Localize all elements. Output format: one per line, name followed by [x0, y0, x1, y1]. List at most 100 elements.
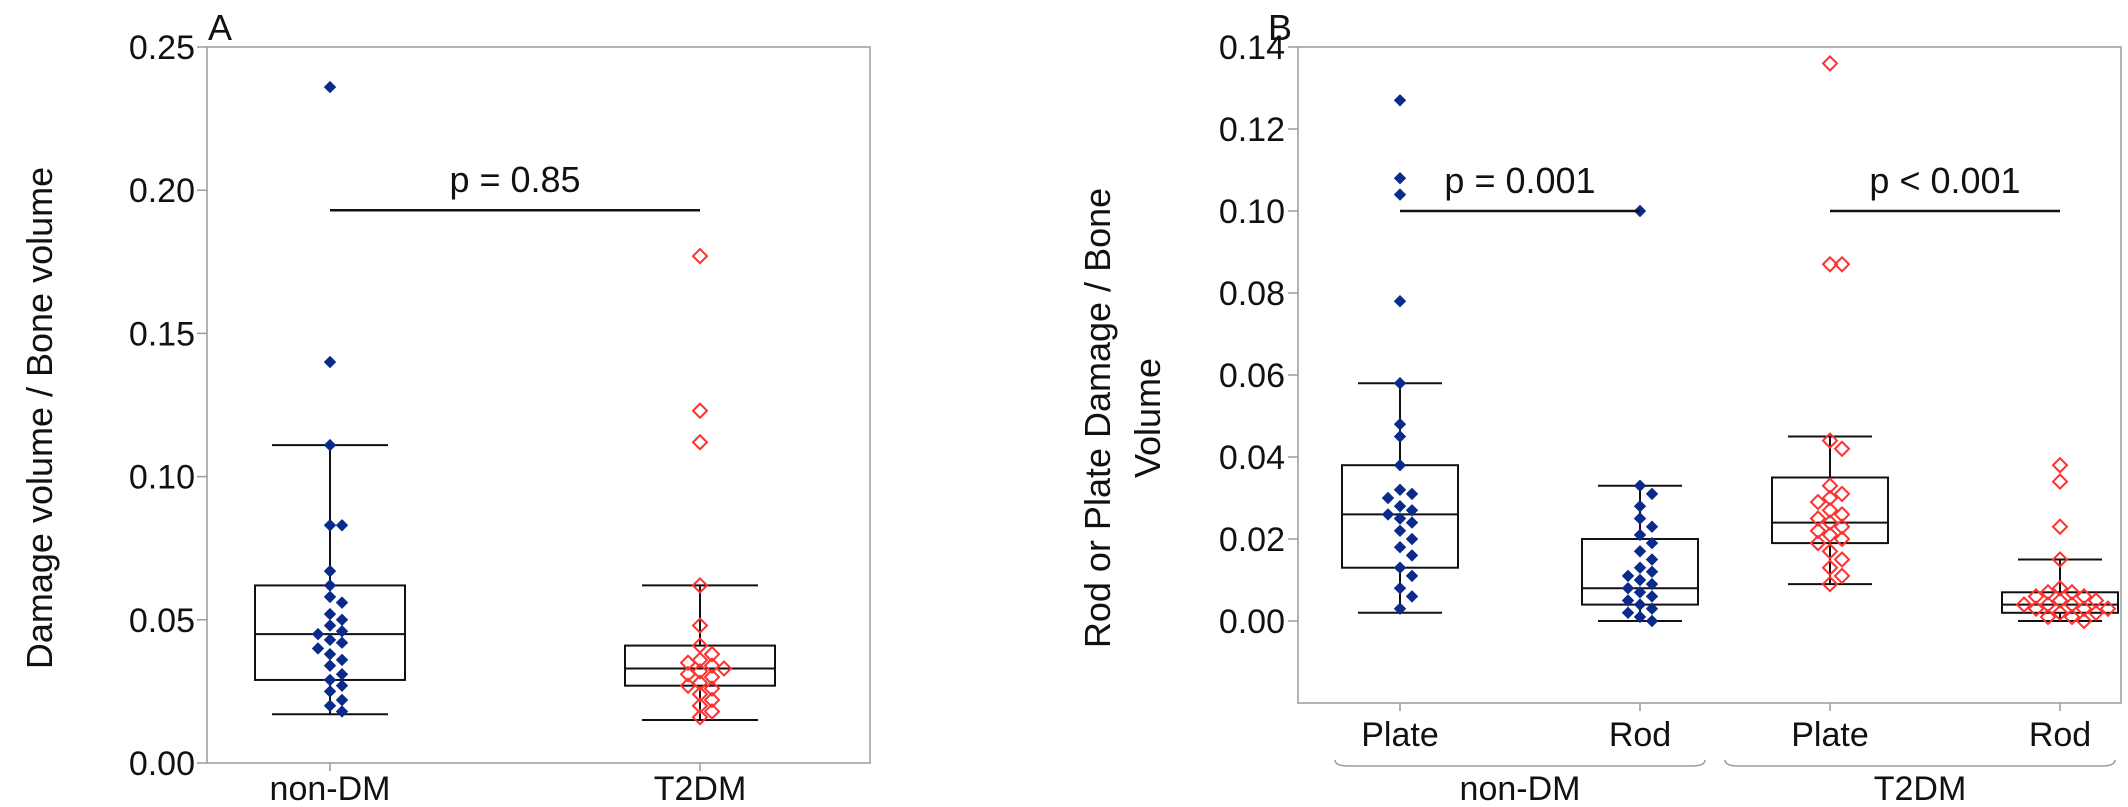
panel-b-category-label: Plate: [1791, 716, 1869, 754]
panel-b-point-t2dm: [1809, 534, 1827, 552]
panel-a-points-non-dm-non-dm: [311, 80, 349, 718]
panel-b-point-non-dm: [1645, 614, 1659, 628]
panel-a-point-t2dm: [691, 617, 709, 634]
panel-b-y-tick-label: 0.10: [1219, 193, 1285, 231]
panel-b-points-non-dm-plate: [1381, 94, 1419, 615]
panel-b-category-label: Rod: [2029, 716, 2091, 754]
panel-a-label: A: [208, 7, 232, 48]
panel-b-point-t2dm: [1821, 255, 1839, 273]
panel-b-point-t2dm: [2051, 592, 2069, 609]
panel-b-point-t2dm: [1833, 505, 1851, 523]
panel-b-box-iqr: [1771, 476, 1889, 545]
panel-a-point-t2dm: [679, 677, 697, 695]
panel-a-point-t2dm: [691, 433, 709, 451]
panel-b-point-t2dm: [1833, 518, 1851, 536]
panel-b-points-t2dm-rod: [2015, 456, 2117, 630]
panel-a-point-t2dm: [691, 697, 709, 715]
panel-a-point-non-dm: [335, 679, 349, 692]
panel-b-point-t2dm: [2051, 518, 2069, 536]
panel-b-y-tick-label: 0.02: [1219, 521, 1285, 559]
panel-b-point-t2dm: [2051, 456, 2069, 474]
panel-a-box-t2dm-t2dm: [624, 584, 776, 722]
panel-b-point-t2dm: [2063, 596, 2081, 614]
panel-b-point-t2dm: [1821, 559, 1839, 577]
panel-b-point-t2dm: [1821, 432, 1839, 450]
panel-b-point-non-dm: [1405, 590, 1419, 603]
panel-a-point-t2dm: [703, 691, 721, 709]
panel-a-y-tick-label: 0.25: [129, 29, 195, 67]
panel-b-point-non-dm: [1405, 549, 1419, 562]
panel-b-y-axis-title-line-1: Rod or Plate Damage / Bone: [1077, 188, 1118, 648]
panel-b-y-tick-label: 0.12: [1219, 111, 1285, 149]
panel-b-point-t2dm: [2039, 596, 2057, 614]
panel-a-point-t2dm: [691, 662, 709, 680]
panel-b-point-non-dm: [1405, 516, 1419, 529]
panel-a-point-t2dm: [679, 654, 697, 672]
panel-b-group-bracket: [1334, 759, 1706, 767]
panel-a-y-tick-label: 0.15: [129, 315, 195, 353]
panel-b-point-non-dm: [1393, 294, 1407, 308]
panel-b-y-tick-label: 0.04: [1219, 439, 1285, 477]
panel-b-point-non-dm: [1405, 569, 1419, 583]
panel-b-point-t2dm: [2051, 604, 2069, 622]
panel-a-point-t2dm: [691, 577, 709, 594]
panel-a-point-t2dm: [703, 657, 721, 675]
panel-a-point-non-dm: [323, 673, 337, 687]
panel-a-point-t2dm: [691, 708, 709, 726]
panel-b-point-non-dm: [1645, 487, 1659, 501]
panel-b-p-value: p < 0.001: [1869, 160, 2020, 201]
panel-b-point-t2dm: [2051, 473, 2069, 491]
panel-a-point-t2dm: [691, 402, 709, 420]
panel-b-point-t2dm: [1821, 542, 1839, 560]
panel-a-point-non-dm: [323, 579, 337, 592]
panel-b-point-non-dm: [1633, 598, 1647, 611]
panel-b-point-non-dm: [1621, 569, 1635, 583]
panel-b-point-non-dm: [1393, 483, 1407, 497]
panel-b-point-non-dm: [1393, 376, 1407, 390]
panel-b-point-non-dm: [1393, 512, 1407, 525]
panel-b-point-non-dm: [1381, 508, 1395, 521]
panel-b-point-non-dm: [1405, 532, 1419, 546]
panel-b-point-non-dm: [1393, 499, 1407, 513]
panel-b-point-non-dm: [1405, 504, 1419, 517]
panel-a-y-tick-label: 0.20: [129, 172, 195, 210]
panel-b: B Rod or Plate Damage / Bone Volume 0.00…: [1077, 7, 2122, 807]
panel-b-point-non-dm: [1393, 430, 1407, 443]
panel-b-point-t2dm: [1821, 54, 1839, 72]
panel-a-point-non-dm: [323, 699, 337, 712]
panel-b-point-non-dm: [1633, 545, 1647, 558]
panel-a-y-tick-label: 0.10: [129, 459, 195, 497]
panel-a-point-non-dm: [311, 642, 325, 655]
panel-b-point-t2dm: [2075, 587, 2093, 605]
panel-b-point-t2dm: [1833, 485, 1851, 503]
panel-b-point-t2dm: [1821, 575, 1839, 593]
panel-b-point-non-dm: [1621, 606, 1635, 620]
panel-a-box-iqr: [624, 644, 776, 687]
panel-b-point-t2dm: [2027, 600, 2045, 618]
panel-b-point-non-dm: [1633, 512, 1647, 525]
panel-a-point-t2dm: [703, 680, 721, 697]
panel-a-point-non-dm: [323, 607, 337, 621]
panel-a-point-non-dm: [323, 685, 337, 698]
panel-a-y-tick-label: 0.05: [129, 602, 195, 640]
panel-b-y-axis-title-line-2: Volume: [1127, 358, 1168, 478]
panel-b-plot-frame: [1297, 46, 2122, 704]
panel-a-point-non-dm: [323, 590, 337, 604]
panel-b-point-t2dm: [2039, 583, 2057, 601]
panel-b-point-t2dm: [1809, 493, 1827, 511]
panel-b-point-non-dm: [1633, 479, 1647, 492]
panel-a-point-non-dm: [311, 627, 325, 641]
panel-b-point-non-dm: [1633, 561, 1647, 574]
panel-a-point-non-dm: [335, 705, 349, 718]
panel-a-points-t2dm-t2dm: [679, 247, 733, 726]
panel-b-point-non-dm: [1405, 487, 1419, 501]
panel-a-point-t2dm: [691, 247, 709, 265]
panel-b-group-label: T2DM: [1874, 770, 1967, 807]
panel-a-point-non-dm: [335, 519, 349, 532]
panel-b-point-t2dm: [1821, 514, 1839, 532]
panel-b-point-non-dm: [1645, 590, 1659, 603]
panel-b-point-non-dm: [1393, 561, 1407, 574]
panel-b-point-t2dm: [1833, 551, 1851, 568]
panel-a-point-t2dm: [691, 651, 709, 669]
panel-b-point-t2dm: [1833, 440, 1851, 458]
